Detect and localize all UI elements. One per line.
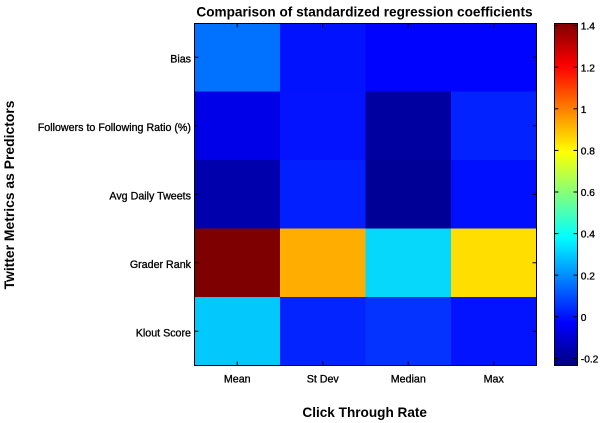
svg-text:Avg Daily Tweets: Avg Daily Tweets: [109, 190, 191, 202]
svg-text:0.8: 0.8: [581, 147, 595, 158]
svg-text:Klout Score: Klout Score: [136, 327, 191, 339]
svg-text:1.4: 1.4: [581, 22, 595, 33]
svg-text:-0.2: -0.2: [581, 355, 599, 366]
svg-text:1.2: 1.2: [581, 63, 595, 74]
svg-text:0.6: 0.6: [581, 188, 595, 199]
svg-text:Max: Max: [484, 373, 505, 385]
svg-text:Twitter Metrics as Predictors: Twitter Metrics as Predictors: [1, 100, 17, 289]
svg-text:Mean: Mean: [224, 373, 251, 385]
svg-text:0: 0: [581, 313, 587, 324]
svg-text:Bias: Bias: [170, 53, 191, 65]
svg-text:Comparison of standardized reg: Comparison of standardized regression co…: [196, 5, 532, 20]
svg-text:Followers to Following Ratio (: Followers to Following Ratio (%): [38, 122, 191, 134]
svg-text:0.4: 0.4: [581, 230, 595, 241]
svg-text:Median: Median: [391, 373, 426, 385]
svg-text:Click Through Rate: Click Through Rate: [302, 405, 427, 420]
svg-text:St Dev: St Dev: [307, 373, 340, 385]
svg-text:1: 1: [581, 105, 587, 116]
svg-text:Grader Rank: Grader Rank: [130, 259, 192, 271]
svg-text:0.2: 0.2: [581, 271, 595, 282]
